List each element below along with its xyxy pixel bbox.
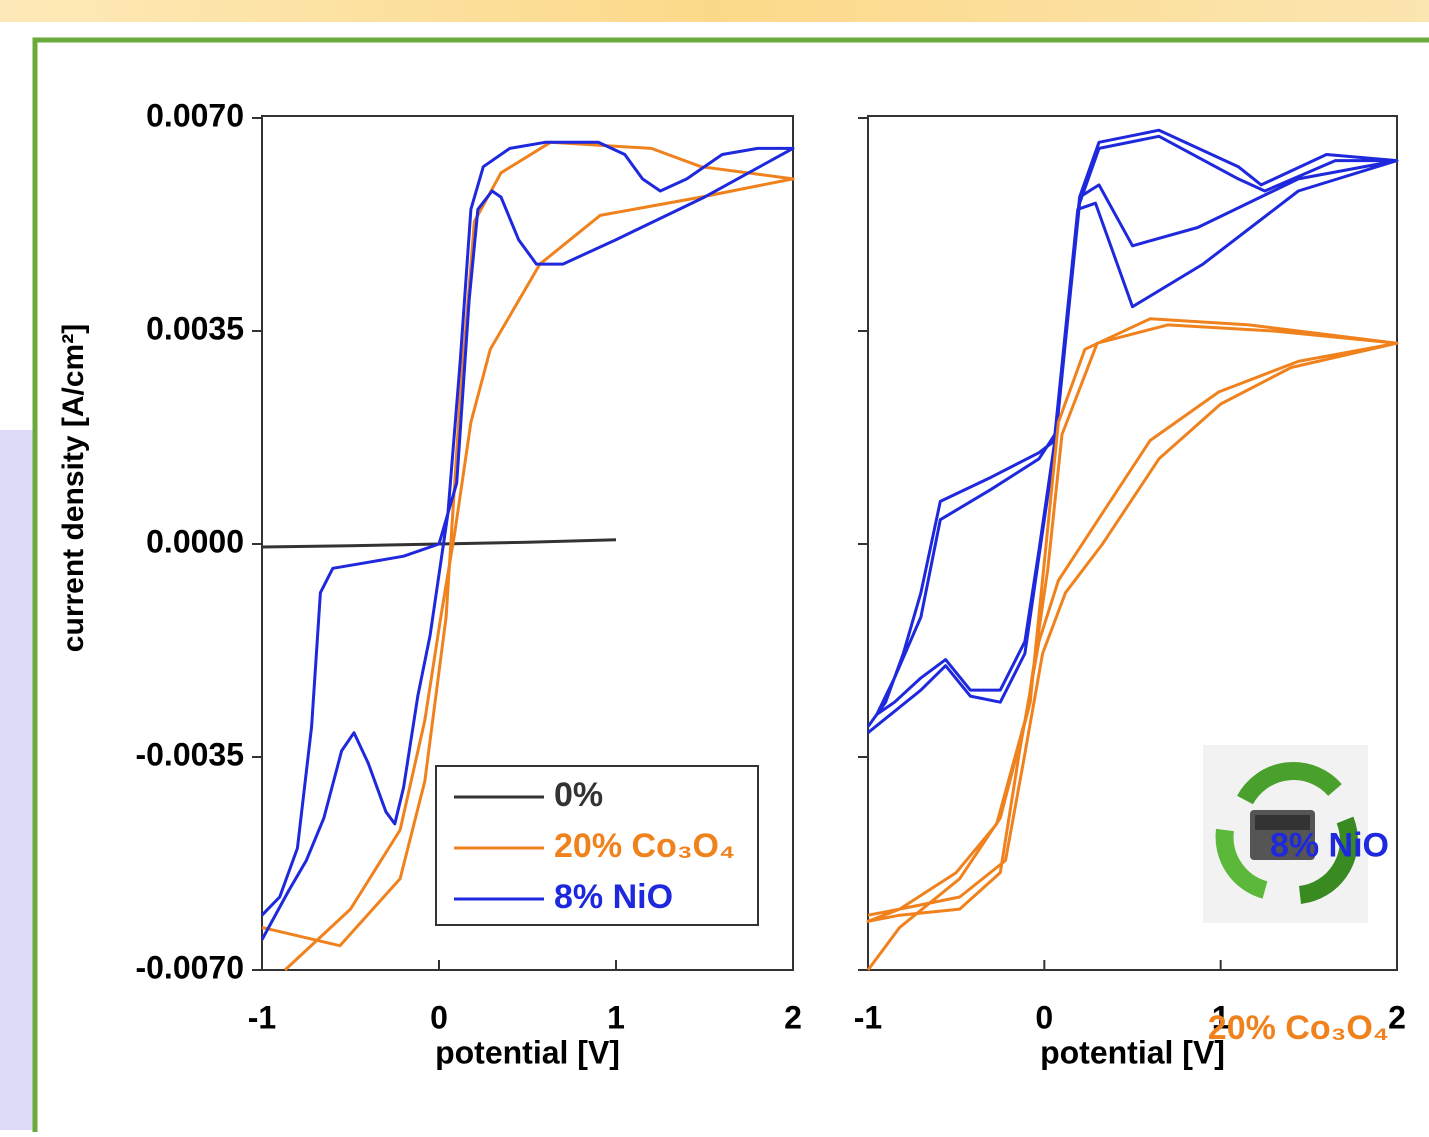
x-axis-label: potential [V] bbox=[1040, 1034, 1225, 1070]
series-line bbox=[866, 317, 1399, 971]
x-tick-label: 0 bbox=[1035, 999, 1053, 1035]
x-tick-label: 2 bbox=[784, 999, 802, 1035]
x-tick-label: 1 bbox=[1212, 999, 1230, 1035]
series-label: 8% NiO bbox=[1270, 827, 1389, 865]
x-tick-label: 0 bbox=[430, 999, 448, 1035]
side-band bbox=[0, 430, 33, 1130]
series-line bbox=[260, 140, 795, 941]
legend-label: 20% Co₃O₄ bbox=[554, 827, 735, 865]
legend-label: 8% NiO bbox=[554, 878, 673, 916]
x-axis-label: potential [V] bbox=[435, 1034, 620, 1070]
y-tick-label: 0.0035 bbox=[146, 310, 244, 346]
x-tick-label: 2 bbox=[1388, 999, 1406, 1035]
x-tick-label: -1 bbox=[248, 999, 276, 1035]
top-band bbox=[0, 0, 1429, 22]
frame bbox=[32, 37, 1429, 1137]
y-tick-label: 0.0070 bbox=[146, 97, 244, 133]
y-axis-label: current density [A/cm²] bbox=[57, 324, 90, 652]
y-tick-label: -0.0070 bbox=[135, 949, 244, 985]
x-tick-label: 1 bbox=[607, 999, 625, 1035]
series-line bbox=[866, 128, 1399, 734]
recycle-icon bbox=[1203, 745, 1368, 923]
series-line bbox=[261, 140, 795, 972]
series-label: 20% Co₃O₄ bbox=[1208, 1009, 1389, 1047]
x-tick-label: -1 bbox=[854, 999, 882, 1035]
y-tick-label: 0.0000 bbox=[146, 523, 244, 559]
legend-label: 0% bbox=[554, 776, 603, 814]
y-tick-label: -0.0035 bbox=[135, 736, 244, 772]
